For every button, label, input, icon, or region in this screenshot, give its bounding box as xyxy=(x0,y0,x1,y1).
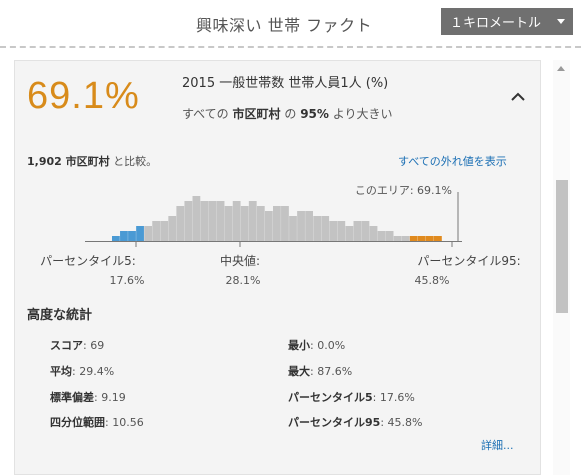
stat-item: 最小: 0.0% xyxy=(288,337,345,353)
compare-suffix: と比較。 xyxy=(113,155,158,168)
stat-item: パーセンタイル5: 17.6% xyxy=(288,389,415,405)
fact-subtitle: すべての 市区町村 の 95% より大きい xyxy=(182,105,393,122)
dashed-divider xyxy=(0,46,581,48)
distance-dropdown[interactable]: １キロメートル xyxy=(441,8,573,35)
stat-item: 四分位範囲: 10.56 xyxy=(50,414,144,430)
stat-item: 平均: 29.4% xyxy=(50,363,114,379)
stat-item: パーセンタイル95: 45.8% xyxy=(288,414,422,430)
fact-value: 69.1% xyxy=(27,75,140,117)
fact-panel xyxy=(14,60,541,475)
stat-value: : 10.56 xyxy=(105,416,144,429)
chevron-up-icon[interactable] xyxy=(511,90,525,104)
stat-value: : 69 xyxy=(83,339,105,352)
stat-value: : 29.4% xyxy=(72,365,115,378)
stat-label: 最小 xyxy=(288,339,310,352)
fact-sub-middle: の xyxy=(284,107,297,121)
stat-item: スコア: 69 xyxy=(50,337,104,353)
stat-label: 標準偏差 xyxy=(50,391,94,404)
fact-sub-prefix: すべての xyxy=(182,107,229,121)
fact-title: 2015 一般世帯数 世帯人員1人 (%) xyxy=(182,76,389,91)
distance-dropdown-label: １キロメートル xyxy=(450,16,542,31)
stat-label: 平均 xyxy=(50,365,72,378)
advanced-stats-heading: 高度な統計 xyxy=(27,308,93,323)
compare-count: 1,902 市区町村 xyxy=(27,155,110,168)
stat-label: パーセンタイル5 xyxy=(288,391,373,404)
stat-value: : 45.8% xyxy=(380,416,423,429)
stat-value: : 0.0% xyxy=(310,339,346,352)
stat-item: 最大: 87.6% xyxy=(288,363,352,379)
page-title: 興味深い 世帯 ファクト xyxy=(196,16,373,35)
show-outliers-link[interactable]: すべての外れ値を表示 xyxy=(398,155,507,168)
fact-sub-bold1: 市区町村 xyxy=(232,107,281,121)
stat-value: : 9.19 xyxy=(94,391,126,404)
scrollbar-thumb[interactable] xyxy=(556,180,568,313)
caret-down-icon xyxy=(557,19,565,24)
stat-label: パーセンタイル95 xyxy=(288,416,381,429)
details-link[interactable]: 詳細... xyxy=(481,439,514,452)
stat-value: : 17.6% xyxy=(372,391,415,404)
fact-sub-bold2: 95% xyxy=(300,107,329,121)
compare-text: 1,902 市区町村 と比較。 xyxy=(27,153,157,169)
fact-sub-suffix: より大きい xyxy=(332,107,393,121)
stat-item: 標準偏差: 9.19 xyxy=(50,389,126,405)
stat-label: 最大 xyxy=(288,365,310,378)
scroll-up-arrow-icon[interactable] xyxy=(557,66,565,71)
stat-label: スコア xyxy=(50,339,83,352)
stat-value: : 87.6% xyxy=(310,365,353,378)
stat-label: 四分位範囲 xyxy=(50,416,105,429)
header: 興味深い 世帯 ファクト １キロメートル xyxy=(0,0,581,46)
